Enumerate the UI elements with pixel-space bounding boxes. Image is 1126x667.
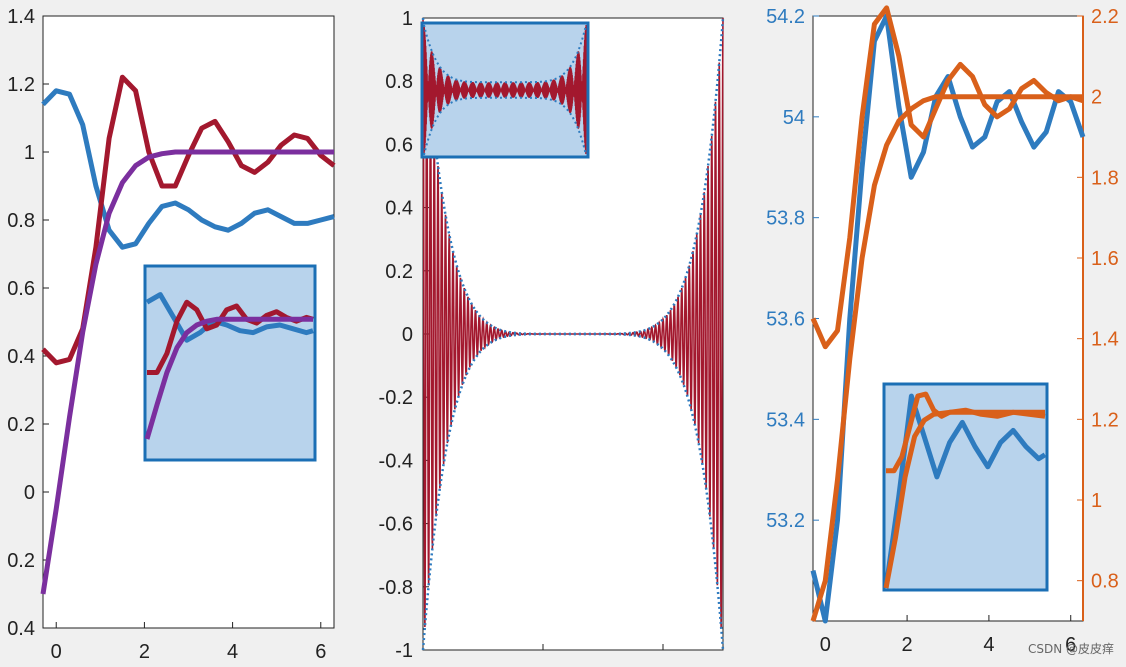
y2-tick-label: 2 [1091,87,1102,109]
y-tick-label: 0.2 [7,414,35,436]
series-line-red [422,17,724,628]
panel-left-x-ticks: 0 2 4 6 [51,622,326,663]
y-tick-label: -0.2 [379,387,413,409]
y-tick-label: 1 [402,8,413,30]
x-tick-label: 0 [51,641,62,663]
y-tick-label: 53.4 [766,409,805,431]
x-tick-label: 0 [820,634,831,656]
panel-right-left-y-ticks: 53.2 53.4 53.6 53.8 54 54.2 [766,6,819,532]
y-tick-label: 53.2 [766,510,805,532]
inset-envelope-blue [423,24,587,84]
panel-middle-series [421,17,725,651]
y2-tick-label: 1 [1091,490,1102,512]
y-tick-label: 0.8 [385,71,413,93]
x-tick-label: 2 [139,641,150,663]
panel-middle-inset-series [423,24,587,156]
y-tick-label: 0.2 [7,550,35,572]
y-tick-label: -0.4 [379,450,413,472]
y-tick-label: 54 [783,107,805,129]
y-tick-label: -0.6 [379,514,413,536]
panel-left-series [40,74,336,595]
watermark: CSDN @皮皮痒 [1027,642,1114,656]
y-tick-label: 1.4 [7,6,35,28]
series-line-blue [41,88,335,250]
x-tick-label: 4 [227,641,238,663]
panel-left-y-ticks: 0.4 0.2 0 0.2 0.4 0.6 0.8 1 1.2 1.4 [7,6,49,640]
y2-tick-label: 1.8 [1091,167,1119,189]
panel-right: 53.2 53.4 53.6 53.8 54 54.2 0.8 1 1.2 1.4 1.6 1.8 2… [766,5,1119,656]
y2-tick-label: 1.6 [1091,248,1119,270]
panel-left: 0.4 0.2 0 0.2 0.4 0.6 0.8 1 1.2 1.4 0 2 4 6 [7,6,336,663]
y-tick-label: 0.2 [385,261,413,283]
y2-tick-label: 0.8 [1091,571,1119,593]
panel-left-inset-series [144,292,314,440]
y2-tick-label: 2.2 [1091,6,1119,28]
x-tick-label: 6 [1065,634,1076,656]
y-tick-label: 0.6 [385,134,413,156]
panel-right-series [810,5,1086,624]
panel-middle-y-ticks: -1 -0.8 -0.6 -0.4 -0.2 0 0.2 0.4 0.6 0.8 1 [379,8,429,662]
y-tick-label: 0 [402,324,413,346]
y-tick-label: 54.2 [766,6,805,28]
y-tick-label: 0 [24,482,35,504]
y-tick-label: 53.6 [766,309,805,331]
y-tick-label: 0.6 [7,278,35,300]
panel-right-inset [882,382,1049,592]
x-tick-label: 2 [902,634,913,656]
series-line-orange [810,94,1083,622]
y-tick-label: -0.8 [379,577,413,599]
series-line-orange [810,5,1084,350]
panel-left-inset [143,264,317,462]
y-tick-label: 1.2 [7,74,35,96]
panel-right-right-y-ticks: 0.8 1 1.2 1.4 1.6 1.8 2 2.2 [1077,6,1119,621]
y-tick-label: 53.8 [766,208,805,230]
x-tick-label: 4 [983,634,994,656]
y-tick-label: -1 [395,640,413,662]
panel-middle: -1 -0.8 -0.6 -0.4 -0.2 0 0.2 0.4 0.6 0.8 1 [379,8,725,662]
panel-middle-inset [420,21,590,159]
series-line-purple [40,149,334,595]
y-tick-label: 0.8 [7,210,35,232]
y-tick-label: 1 [24,142,35,164]
panel-right-inset-series [883,391,1047,589]
y-tick-label: 0.4 [7,618,35,640]
inset-line-purple [144,316,313,440]
x-tick-label: 6 [315,641,326,663]
y-tick-label: 0.4 [385,198,413,220]
inset-envelope-blue [423,96,587,156]
y2-tick-label: 1.2 [1091,409,1119,431]
inset-line-orange [883,409,1045,589]
y-tick-label: 0.4 [7,346,35,368]
y2-tick-label: 1.4 [1091,329,1119,351]
